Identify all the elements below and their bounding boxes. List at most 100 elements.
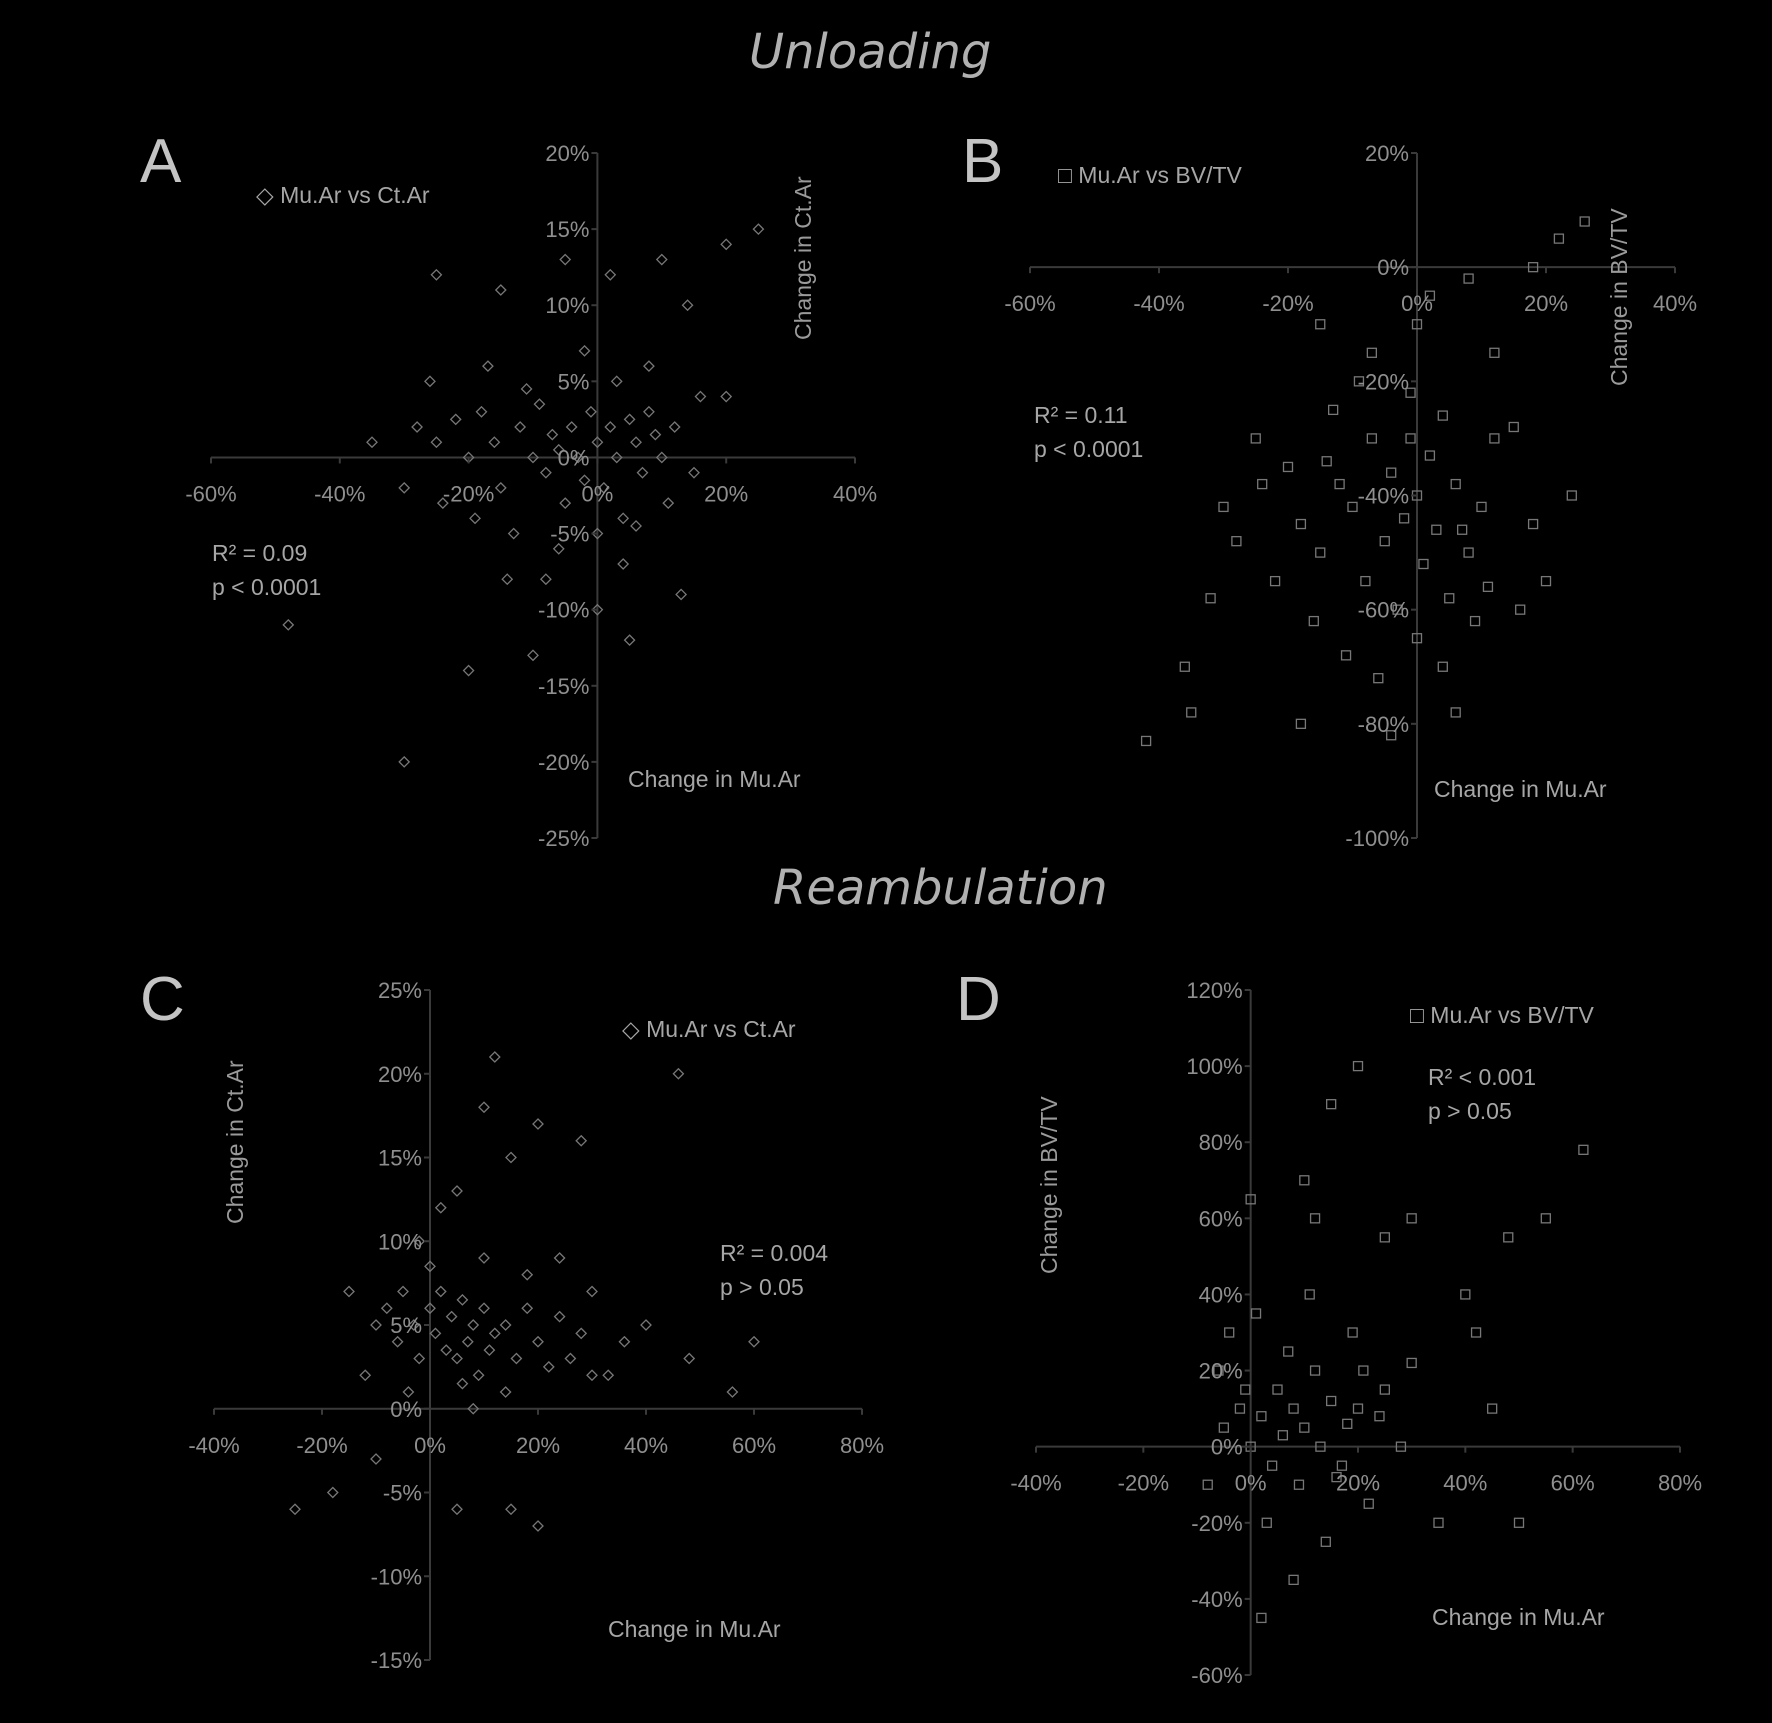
data-point — [488, 436, 501, 449]
y-tick-label: -5% — [383, 1481, 422, 1506]
y-tick-label: -10% — [538, 598, 589, 623]
data-point — [585, 405, 597, 418]
data-point — [672, 1067, 685, 1080]
data-point — [1240, 1384, 1251, 1395]
data-point — [720, 238, 733, 251]
r-squared-c: R² = 0.004 — [720, 1240, 829, 1266]
panel-letter-a: A — [140, 127, 182, 196]
x-axis-label-c: Change in Mu.Ar — [608, 1616, 781, 1642]
data-point — [456, 1377, 469, 1390]
data-point — [514, 421, 527, 433]
x-tick-label: 80% — [1658, 1471, 1702, 1496]
y-tick-label: 10% — [545, 293, 589, 318]
data-point — [1353, 376, 1365, 387]
data-point — [610, 375, 623, 388]
data-point — [1503, 1232, 1514, 1243]
data-point — [1386, 730, 1397, 741]
data-point — [505, 1151, 517, 1164]
data-point — [472, 1369, 485, 1382]
data-point — [1450, 707, 1461, 718]
data-point — [1366, 347, 1377, 358]
r-squared-a: R² = 0.09 — [212, 540, 308, 566]
data-point — [565, 421, 578, 433]
data-point — [1250, 1308, 1262, 1319]
data-point — [440, 1344, 453, 1357]
data-point — [675, 588, 688, 601]
data-point — [1460, 1289, 1471, 1300]
y-tick-label: -5% — [550, 522, 589, 547]
data-point — [591, 436, 604, 449]
data-point — [1374, 1411, 1385, 1422]
y-tick-label: 60% — [1199, 1206, 1243, 1231]
p-value-c: p > 0.05 — [720, 1274, 804, 1300]
data-point — [370, 1453, 382, 1465]
data-point — [424, 1260, 436, 1273]
data-point — [434, 1201, 447, 1214]
data-point — [604, 421, 617, 433]
data-point — [451, 1352, 463, 1365]
data-point — [1463, 273, 1474, 284]
scatter-plot-c: -40% -20% 0% 20% 40% 60% 80% 25% 20% 15% 10% 5% 0% -5… — [188, 978, 884, 1673]
x-tick-label: -40% — [188, 1433, 239, 1458]
data-point — [507, 527, 520, 540]
data-point — [1406, 1357, 1417, 1369]
data-point — [1433, 1517, 1444, 1528]
data-point — [1469, 615, 1481, 627]
data-point — [532, 1335, 544, 1348]
data-point — [1366, 433, 1377, 444]
y-tick-label: 20% — [378, 1062, 422, 1087]
data-point — [559, 253, 572, 266]
data-point — [630, 436, 642, 449]
y-tick-label: -100% — [1345, 826, 1409, 851]
data-point — [553, 1252, 566, 1264]
data-point — [1489, 433, 1500, 444]
data-point — [559, 497, 572, 510]
data-point — [494, 481, 507, 494]
panel-letter-c: C — [140, 965, 185, 1034]
data-point — [462, 664, 475, 677]
data-point — [552, 443, 565, 456]
data-point — [413, 1352, 426, 1365]
data-point — [1179, 661, 1190, 672]
data-point — [1566, 490, 1577, 501]
x-tick-label: -40% — [314, 481, 365, 506]
data-point — [1234, 1403, 1246, 1414]
data-point — [1321, 456, 1332, 467]
data-point — [649, 428, 662, 441]
data-point — [467, 1402, 480, 1415]
data-point — [1256, 1411, 1267, 1422]
p-value-b: p < 0.0001 — [1034, 436, 1144, 462]
data-point — [630, 520, 642, 532]
data-point — [1482, 581, 1494, 592]
r-squared-d: R² < 0.001 — [1428, 1064, 1537, 1090]
data-point — [662, 497, 675, 510]
x-tick-label: 0% — [1235, 1471, 1267, 1496]
data-point — [578, 474, 591, 487]
data-point — [488, 1051, 501, 1063]
data-point — [451, 1503, 463, 1516]
data-point — [1579, 216, 1590, 227]
y-tick-label: 40% — [1199, 1282, 1243, 1307]
data-point — [1487, 1403, 1498, 1414]
y-tick-label: -20% — [1191, 1511, 1242, 1536]
data-point — [520, 383, 533, 395]
data-point — [623, 413, 636, 426]
data-point — [668, 421, 681, 433]
data-point — [1553, 233, 1565, 244]
y-tick-label: 15% — [378, 1146, 422, 1171]
data-point — [1406, 1213, 1417, 1224]
data-point — [1334, 478, 1345, 490]
data-point — [424, 375, 436, 388]
data-point — [610, 451, 623, 464]
data-point — [1224, 1327, 1235, 1338]
x-axis-label-b: Change in Mu.Ar — [1434, 776, 1607, 802]
data-point — [1513, 1517, 1525, 1528]
data-point — [482, 360, 494, 373]
data-point — [1186, 707, 1197, 718]
data-point — [1309, 1365, 1321, 1376]
data-point — [478, 1252, 490, 1264]
data-point — [623, 634, 636, 647]
y-tick-label: 5% — [558, 369, 590, 394]
data-point — [1578, 1144, 1589, 1155]
x-axis-label-a: Change in Mu.Ar — [628, 766, 801, 792]
